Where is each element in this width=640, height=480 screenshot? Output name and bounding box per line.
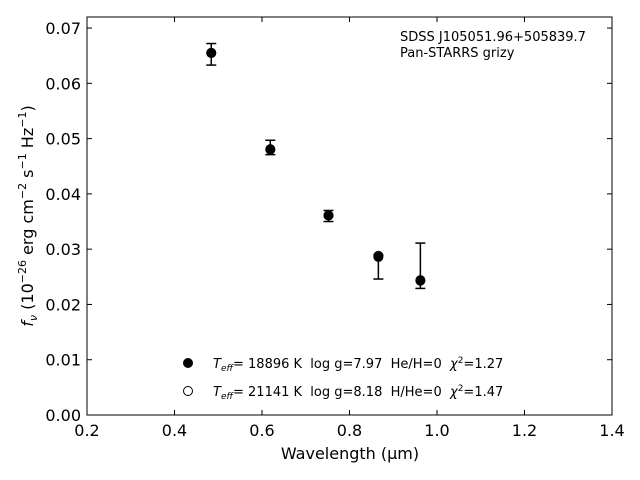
data-marks <box>206 42 426 290</box>
y-label-nu: ν <box>27 315 40 321</box>
y-tick-label: 0.05 <box>45 130 81 149</box>
y-label-open: (10 <box>18 283 37 315</box>
legend-1-comp: He/H=0 <box>382 357 441 372</box>
filled-model-point <box>206 47 217 58</box>
filled-model-point <box>323 210 334 221</box>
y-label-exp4: −1 <box>16 112 29 128</box>
legend-1-chi-val: =1.27 <box>463 357 503 372</box>
legend-2-chi: χ <box>442 385 459 400</box>
x-axis-label: Wavelength (μm) <box>281 444 419 463</box>
x-tick-label: 0.6 <box>249 421 274 440</box>
y-label-exp3: −1 <box>16 153 29 169</box>
y-axis-label: fν (10−26 erg cm−2 s−1 Hz−1) <box>16 105 40 326</box>
filled-model-point <box>373 251 384 262</box>
legend-marker-open <box>183 386 193 396</box>
y-label-close: ) <box>18 105 37 111</box>
y-label-f: f <box>18 319 37 327</box>
legend-2-chi-exp: 2 <box>458 384 464 394</box>
y-label-mid1: erg cm <box>18 199 37 260</box>
x-tick-label: 1.2 <box>512 421 537 440</box>
y-tick-label: 0.01 <box>45 351 81 370</box>
legend-1-chi: χ <box>442 357 459 372</box>
x-tick-label: 0.8 <box>337 421 362 440</box>
legend-2-t: T <box>213 385 222 400</box>
y-tick-label: 0.04 <box>45 185 81 204</box>
legend-1-eff: eff <box>221 364 235 374</box>
legend-1-chi-exp: 2 <box>458 356 464 366</box>
y-label-exp2: −2 <box>16 183 29 199</box>
legend-1-logg: log g=7.97 <box>302 357 382 372</box>
plot-frame <box>86 16 613 416</box>
legend-2-teff: = 21141 K <box>233 385 303 400</box>
y-label-mid2: s <box>18 170 37 183</box>
y-tick-label: 0.00 <box>45 406 81 425</box>
legend-2-chi-val: =1.47 <box>463 385 503 400</box>
y-label-exp1: −26 <box>16 260 29 283</box>
survey-annotation: Pan-STARRS grizy <box>400 46 515 61</box>
legend-2-comp: H/He=0 <box>382 385 441 400</box>
legend-1-teff: = 18896 K <box>233 357 303 372</box>
legend-marker-filled <box>183 358 193 368</box>
x-tick-label: 1.4 <box>599 421 624 440</box>
x-tick-label: 0.4 <box>162 421 187 440</box>
y-label-mid3: Hz <box>18 128 37 154</box>
legend-1-t: T <box>213 357 222 372</box>
y-tick-label: 0.03 <box>45 240 81 259</box>
object-name-annotation: SDSS J105051.96+505839.7 <box>400 30 586 45</box>
legend-2-logg: log g=8.18 <box>302 385 382 400</box>
filled-model-point <box>415 275 426 286</box>
ticks-layer: 0.2 0.4 0.6 0.8 1.0 1.2 1.4 0.00 0.01 0.02 0.03 0.0… <box>45 17 625 440</box>
legend-entry-2: Teff= 21141 K log g=8.18 H/He=0 χ2=1.47 <box>213 384 503 402</box>
legend: Teff= 18896 K log g=7.97 He/H=0 χ2=1.27 … <box>183 356 503 402</box>
legend-entry-1: Teff= 18896 K log g=7.97 He/H=0 χ2=1.27 <box>213 356 503 374</box>
filled-model-point <box>265 144 276 155</box>
x-tick-label: 1.0 <box>424 421 449 440</box>
y-tick-label: 0.02 <box>45 295 81 314</box>
legend-2-eff: eff <box>221 392 235 402</box>
y-tick-label: 0.07 <box>45 19 81 38</box>
y-tick-label: 0.06 <box>45 74 81 93</box>
x-tick-label: 0.2 <box>74 421 99 440</box>
